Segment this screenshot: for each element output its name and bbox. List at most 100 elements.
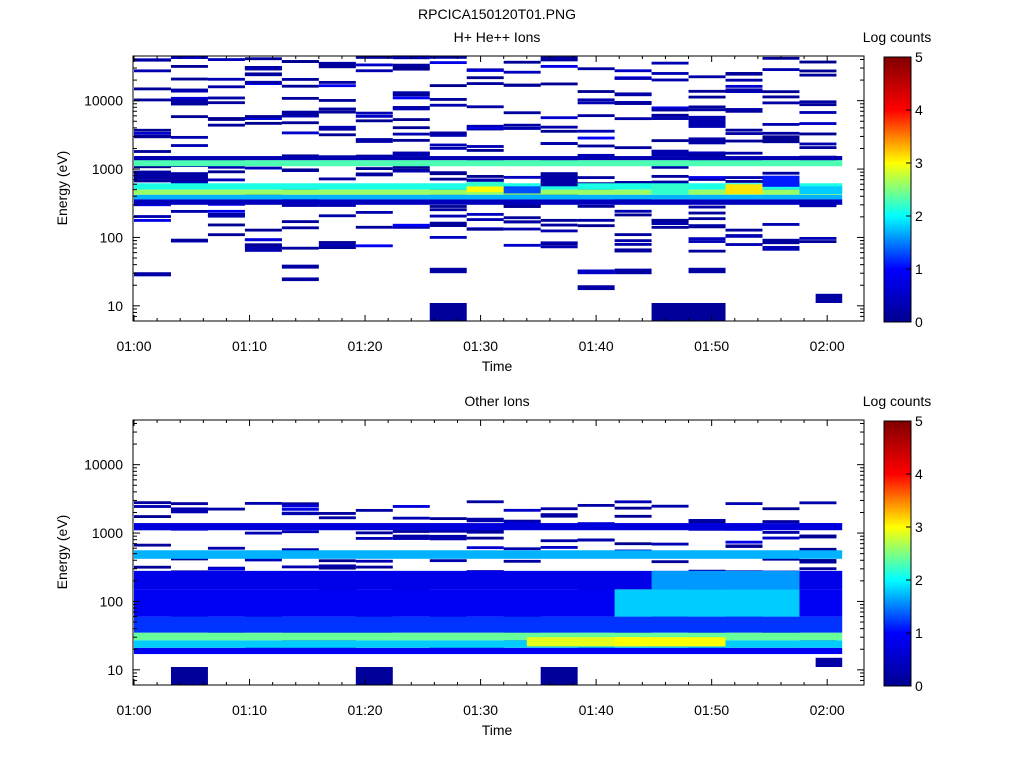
heatmap-cell	[614, 102, 652, 105]
heatmap-cell	[799, 100, 837, 104]
heatmap-cell	[540, 64, 578, 68]
heatmap-cell	[688, 205, 726, 209]
heatmap-cell	[281, 131, 319, 135]
heatmap-cell	[540, 116, 578, 120]
heatmap-cell	[207, 213, 245, 216]
heatmap-cell	[355, 508, 393, 512]
panel-other-ions: Other Ions 01:00 01:10 01:20 01:30 01:40 01:5…	[54, 393, 931, 738]
heatmap-cell	[244, 248, 282, 252]
heatmap-cell	[281, 114, 319, 118]
heatmap-cell	[244, 72, 282, 76]
heatmap-cell	[355, 531, 393, 535]
heatmap-cell	[170, 115, 208, 119]
heatmap-cell	[540, 142, 578, 145]
heatmap-cell	[281, 548, 319, 552]
heatmap-cell	[429, 208, 467, 212]
heatmap-cell	[503, 60, 541, 64]
heatmap-cell	[170, 102, 208, 106]
heatmap-cell	[466, 227, 504, 231]
colorbar-ticks: 0 1 2 3 4 5	[906, 413, 923, 694]
heatmap-cell	[429, 61, 467, 65]
y-ticks: 10 100 1000 10000	[84, 58, 864, 322]
heatmap-cell	[281, 565, 319, 569]
heatmap-cell	[503, 227, 541, 231]
heatmap-cell	[466, 69, 504, 72]
heatmap-cell	[170, 666, 208, 685]
heatmap-cell	[688, 137, 726, 145]
heatmap-cell	[725, 544, 763, 548]
heatmap-cell	[762, 241, 800, 245]
heatmap-cell	[466, 124, 504, 128]
heatmap-cell	[134, 632, 843, 641]
heatmap-cell	[762, 95, 800, 99]
heatmap-cell	[688, 267, 726, 274]
colorbar-tick-label: 0	[915, 314, 923, 330]
heatmap-cell	[614, 209, 652, 213]
heatmap-cell	[815, 657, 843, 667]
heatmap-cell	[799, 122, 837, 125]
panel-title: H+ He++ Ions	[454, 29, 541, 45]
x-ticks: 01:00 01:10 01:20 01:30 01:40 01:50 02:00	[116, 420, 845, 718]
heatmap-cell	[318, 243, 356, 247]
heatmap-cell	[392, 138, 430, 142]
x-tick-label: 01:10	[232, 702, 267, 718]
heatmap-cell	[318, 566, 356, 570]
colorbar-tick-label: 1	[915, 625, 923, 641]
heatmap-cell	[355, 69, 393, 73]
heatmap-cell	[614, 268, 652, 275]
heatmap-cell	[134, 505, 171, 508]
heatmap-cell	[134, 58, 171, 62]
x-tick-label: 01:00	[116, 702, 151, 718]
heatmap-cell	[651, 222, 689, 226]
heatmap-cell	[466, 145, 504, 148]
heatmap-cell	[799, 560, 837, 564]
heatmap-cell	[614, 213, 652, 217]
heatmap-cell	[540, 514, 578, 518]
heatmap-cell	[134, 272, 171, 277]
y-axis-label: Energy (eV)	[54, 515, 70, 590]
heatmap-cell	[577, 136, 615, 140]
heatmap-cell	[392, 67, 430, 71]
heatmap-cell	[207, 117, 245, 120]
heatmap-cell	[540, 125, 578, 129]
heatmap-cell	[577, 285, 615, 291]
heatmap-cell	[318, 80, 356, 84]
heatmap-cell	[577, 90, 615, 93]
heatmap-cell	[466, 105, 504, 109]
heatmap-cell	[503, 175, 541, 179]
heatmap-cell	[577, 538, 615, 542]
heatmap-cell	[429, 84, 467, 88]
heatmap-cell	[540, 56, 578, 60]
colorbar	[883, 420, 912, 687]
heatmap-cell	[503, 84, 541, 87]
heatmap-cell	[244, 238, 282, 242]
heatmap-cell	[170, 89, 208, 93]
heatmap-cell	[725, 108, 763, 111]
heatmap-cell	[207, 165, 245, 169]
x-tick-label: 01:30	[463, 702, 498, 718]
heatmap-cell	[134, 219, 171, 222]
heatmap-cell	[725, 88, 763, 92]
heatmap-cell	[466, 76, 504, 80]
heatmap-cell	[540, 242, 578, 246]
heatmap-cell	[688, 95, 726, 99]
heatmap-cell	[614, 249, 652, 253]
heatmap-cell	[355, 210, 393, 214]
heatmap-cell	[170, 238, 208, 242]
heatmap-cell	[355, 559, 393, 563]
heatmap-cell	[429, 131, 467, 135]
heatmap-cell	[134, 189, 843, 195]
heatmap-cell	[614, 500, 652, 504]
heatmap-cell	[170, 135, 208, 139]
heatmap-cell	[281, 507, 319, 511]
heatmap-cell	[170, 507, 208, 511]
heatmap-cell	[318, 214, 356, 218]
heatmap-cell	[503, 127, 541, 130]
heatmap-cell	[688, 108, 726, 112]
heatmap-cell	[134, 87, 171, 91]
heatmap-cell	[503, 243, 541, 247]
heatmap-cell	[134, 640, 843, 648]
heatmap-cell	[688, 520, 726, 524]
x-tick-label: 01:10	[232, 338, 267, 354]
panel-h-he-ions: H+ He++ Ions 01:00 01:10 01:20 01:30 01:40 01…	[54, 29, 931, 374]
